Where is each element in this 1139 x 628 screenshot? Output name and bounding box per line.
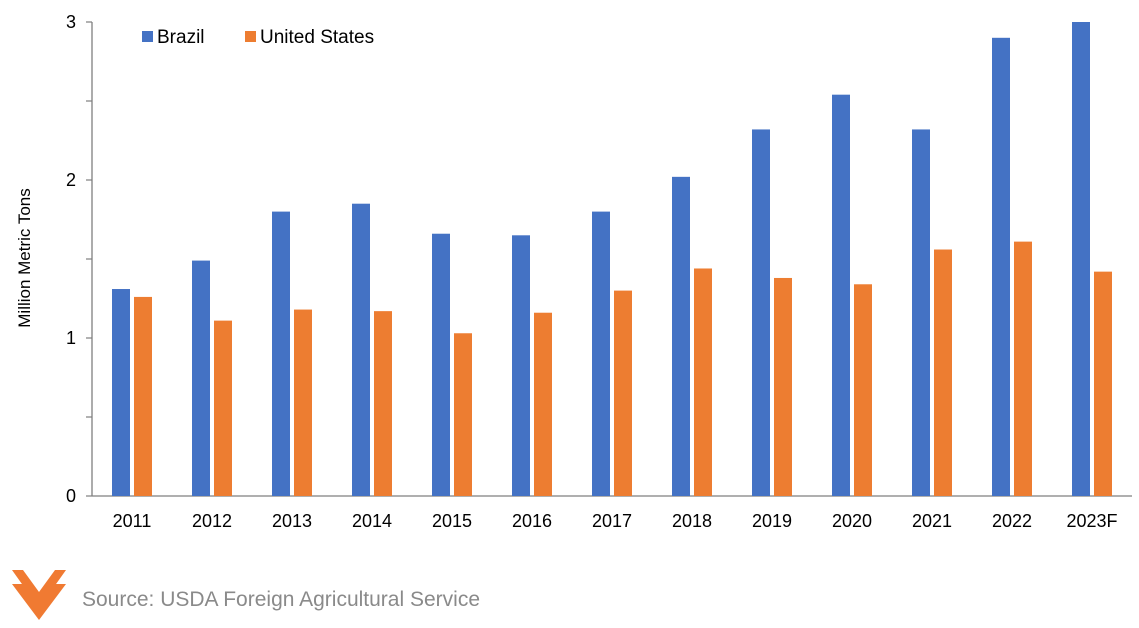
bar-united-states [454,333,472,496]
x-tick-label: 2015 [432,511,472,531]
bar-chart: 2011 2012 2013 2014 2015 2016 2017 2018 2019 2020… [15,12,1132,531]
bar-brazil [112,289,130,496]
y-tick-label: 2 [66,170,76,190]
legend-swatch [245,31,256,42]
x-tick-label: 2020 [832,511,872,531]
x-tick-label: 2017 [592,511,632,531]
bars [112,22,1112,497]
bar-united-states [374,311,392,496]
bar-brazil [912,129,930,496]
legend-swatch [142,31,153,42]
bar-brazil [192,260,210,496]
bar-united-states [1094,271,1112,496]
y-tick-label: 1 [66,328,76,348]
x-tick-label: 2022 [992,511,1032,531]
bar-brazil [512,235,530,497]
x-tick-label: 2021 [912,511,952,531]
x-tick-label: 2013 [272,511,312,531]
bar-united-states [214,320,232,496]
bar-united-states [934,249,952,496]
bar-brazil [672,176,690,496]
y-tick-labels: 0 1 2 3 [66,12,76,506]
bar-brazil [1072,22,1090,496]
x-tick-label: 2012 [192,511,232,531]
bar-brazil [272,211,290,496]
x-tick-labels: 2011 2012 2013 2014 2015 2016 2017 2018 2019 2020… [113,511,1118,531]
bar-brazil [432,233,450,496]
axes [86,21,1132,497]
x-tick-label: 2016 [512,511,552,531]
footer: Source: USDA Foreign Agricultural Servic… [0,560,1139,628]
legend-label: United States [260,27,374,48]
bar-united-states [614,290,632,496]
y-tick-label: 3 [66,12,76,32]
x-tick-label: 2018 [672,511,712,531]
bar-united-states [854,284,872,496]
legend: Brazil United States [142,27,374,48]
bar-united-states [1014,241,1032,496]
bar-brazil [752,129,770,496]
bar-brazil [992,37,1010,497]
y-tick-label: 0 [66,486,76,506]
bar-united-states [294,309,312,496]
bar-brazil [352,203,370,496]
bar-united-states [134,296,152,496]
x-tick-label: 2023F [1066,511,1117,531]
legend-label: Brazil [157,27,205,48]
bar-united-states [534,312,552,496]
source-note: Source: USDA Foreign Agricultural Servic… [82,588,481,611]
x-tick-label: 2019 [752,511,792,531]
x-tick-label: 2014 [352,511,392,531]
bar-united-states [774,277,792,496]
chevron-logo-icon [12,570,66,620]
bar-brazil [832,94,850,497]
bar-united-states [694,268,712,496]
x-tick-label: 2011 [113,511,152,531]
y-axis-label: Million Metric Tons [15,188,34,328]
bar-brazil [592,211,610,496]
